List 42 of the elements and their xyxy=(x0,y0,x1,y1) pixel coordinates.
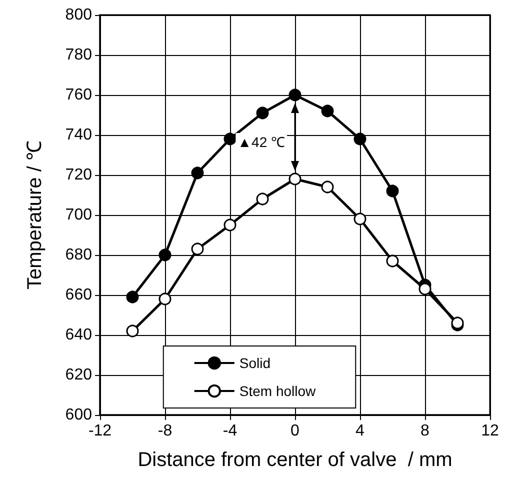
legend-label: Solid xyxy=(239,355,271,371)
x-tick-label: 0 xyxy=(290,422,300,440)
x-axis-title: Distance from center of valve / mm xyxy=(138,449,452,471)
point xyxy=(354,212,366,226)
y-tick-label: 640 xyxy=(65,326,92,344)
annotation: ▲42 ℃ xyxy=(238,134,285,150)
y-tick-label: 760 xyxy=(65,86,92,104)
y-tick-label: 740 xyxy=(65,126,92,144)
point xyxy=(191,166,204,180)
y-tick-label: 780 xyxy=(65,46,92,64)
point xyxy=(288,88,302,102)
x-tick-label: -4 xyxy=(222,422,238,440)
y-tick-label: 620 xyxy=(65,366,92,384)
x-tick-label: -12 xyxy=(88,422,112,440)
point xyxy=(418,282,432,296)
y-axis-title: Temperature / ℃ xyxy=(24,140,46,290)
x-tick-label: 4 xyxy=(356,422,365,440)
y-tick-label: 800 xyxy=(65,6,92,24)
x-tick-label: -8 xyxy=(158,422,172,440)
point xyxy=(256,106,269,120)
point xyxy=(224,132,236,146)
y-tick-label: 660 xyxy=(65,286,92,304)
point xyxy=(288,172,302,186)
x-tick-label: 12 xyxy=(481,422,499,440)
point xyxy=(321,104,334,118)
point xyxy=(158,248,172,262)
point xyxy=(158,292,172,306)
point xyxy=(321,180,334,194)
point xyxy=(386,254,399,268)
point xyxy=(224,218,236,232)
point xyxy=(126,324,139,338)
y-tick-label: 600 xyxy=(65,406,92,424)
point xyxy=(386,184,399,198)
point xyxy=(256,192,269,206)
y-tick-label: 700 xyxy=(65,206,92,224)
y-tick-label: 720 xyxy=(65,166,92,184)
point xyxy=(191,242,204,256)
y-tick-label: 680 xyxy=(65,246,92,264)
point xyxy=(126,290,139,304)
x-tick-label: 8 xyxy=(420,422,430,440)
legend-label: Stem hollow xyxy=(239,383,317,399)
point xyxy=(354,132,366,146)
